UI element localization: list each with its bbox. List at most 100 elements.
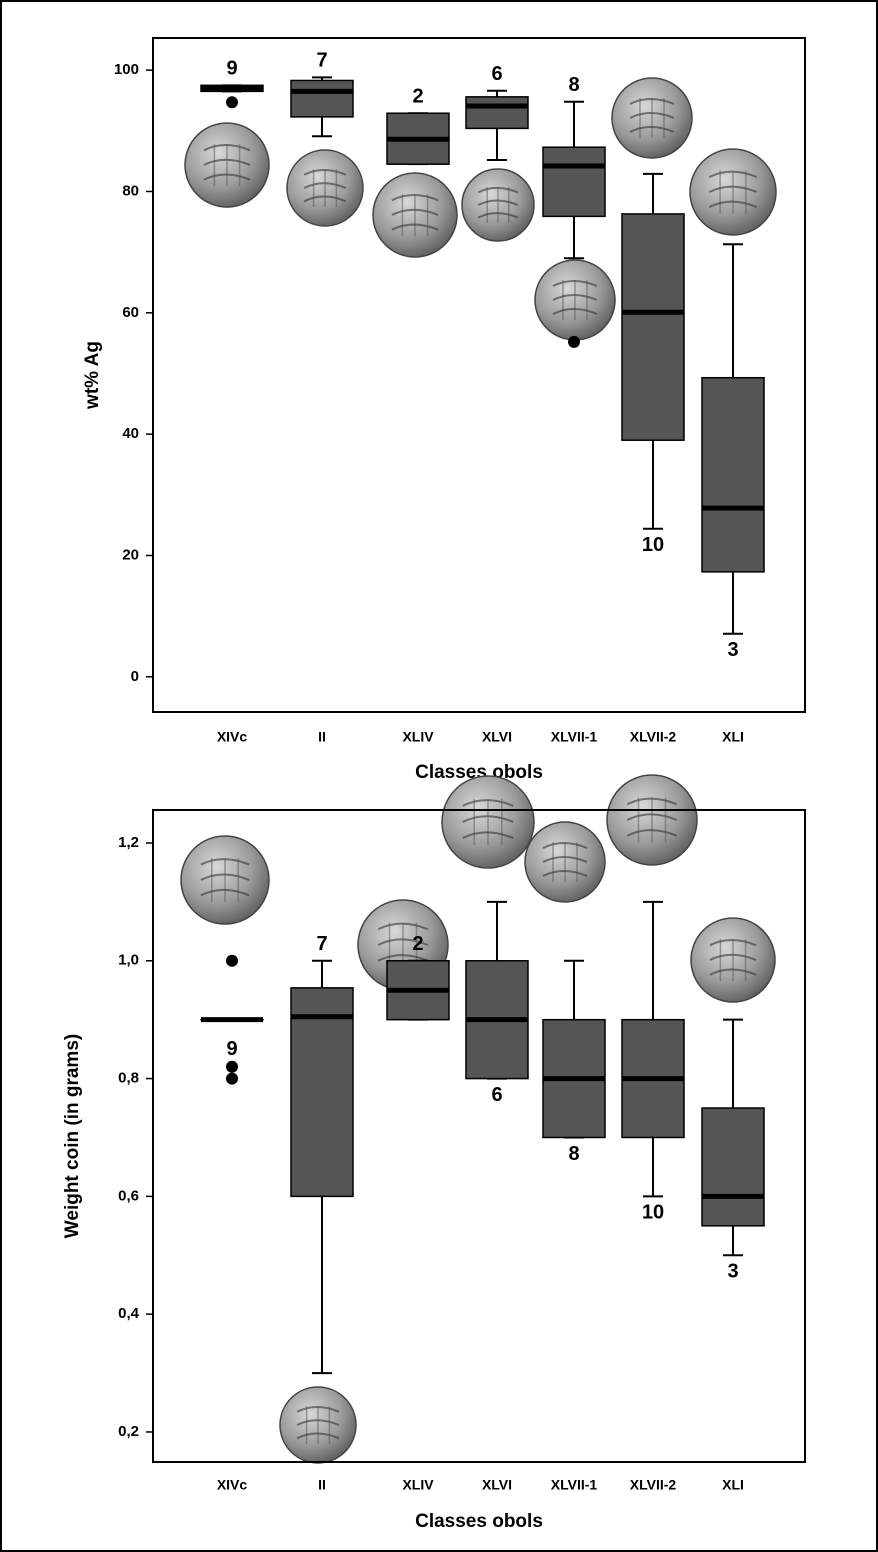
box xyxy=(290,79,354,118)
coin-image xyxy=(606,774,698,866)
y-tick-label: 80 xyxy=(122,182,139,199)
coin-relief xyxy=(200,888,250,897)
coin-image xyxy=(441,775,535,869)
x-tick-label: XLVII-1 xyxy=(551,729,598,745)
coin-relief xyxy=(303,195,347,203)
box xyxy=(701,376,765,573)
coin-relief xyxy=(709,939,757,947)
box xyxy=(621,213,685,441)
plot-frame xyxy=(152,809,806,1463)
coin-relief xyxy=(296,1419,340,1426)
coin-relief xyxy=(708,185,758,193)
coin-relief xyxy=(708,200,758,208)
coin-relief xyxy=(629,98,675,105)
plot-frame xyxy=(152,37,806,713)
coin-relief xyxy=(462,831,514,840)
box xyxy=(290,987,354,1198)
box xyxy=(701,1107,765,1227)
y-tick-label: 1,2 xyxy=(118,834,139,851)
x-tick-label: XLVII-1 xyxy=(551,1477,598,1493)
y-tick-label: 40 xyxy=(122,425,139,442)
coin-image xyxy=(611,77,693,159)
x-axis-label: Classes obols xyxy=(415,1511,543,1532)
coin-image xyxy=(279,1386,357,1464)
coin-image xyxy=(372,172,458,258)
y-tick-label: 0,8 xyxy=(118,1070,139,1087)
coin-relief xyxy=(200,858,250,866)
coin-relief xyxy=(377,954,429,962)
x-tick-label: XLIV xyxy=(402,1477,434,1493)
y-tick-label: 0,2 xyxy=(118,1423,139,1440)
x-tick-label: II xyxy=(318,1477,326,1493)
count-label: 6 xyxy=(491,1084,502,1106)
coin-relief xyxy=(626,813,678,821)
coin-relief xyxy=(477,186,519,194)
coin-image xyxy=(184,122,270,208)
coin-relief xyxy=(629,126,675,133)
coin-relief xyxy=(477,212,519,219)
count-label: 2 xyxy=(412,86,423,108)
x-tick-label: II xyxy=(318,729,326,745)
coin-relief xyxy=(303,168,347,176)
coin-relief xyxy=(552,294,598,301)
coin-relief xyxy=(303,182,347,189)
y-tick-label: 0,4 xyxy=(118,1305,140,1322)
count-label: 9 xyxy=(226,1038,237,1060)
y-tick-label: 20 xyxy=(122,546,139,563)
count-label: 8 xyxy=(568,1143,579,1165)
coin-relief xyxy=(626,797,678,806)
coin-relief xyxy=(552,280,598,287)
coin-relief xyxy=(391,223,439,231)
count-label: 3 xyxy=(727,639,738,661)
coin-relief xyxy=(552,308,598,315)
x-tick-label: XLVI xyxy=(482,729,512,745)
x-tick-label: XLVI xyxy=(482,1477,512,1493)
y-axis-label: wt% Ag xyxy=(82,341,103,410)
x-tick-label: XLIV xyxy=(402,729,434,745)
y-tick-label: 0,6 xyxy=(118,1187,139,1204)
count-label: 7 xyxy=(316,50,327,72)
coin-relief xyxy=(709,953,757,961)
coin-image xyxy=(180,835,270,925)
coin-relief xyxy=(296,1405,340,1413)
coin-image xyxy=(524,821,606,903)
coin-image xyxy=(286,149,364,227)
coin-relief xyxy=(296,1432,340,1440)
coin-image xyxy=(461,168,535,242)
coin-relief xyxy=(203,173,251,181)
coin-relief xyxy=(542,842,588,849)
x-tick-label: XLI xyxy=(722,1477,744,1493)
count-label: 6 xyxy=(491,63,502,85)
y-tick-label: 60 xyxy=(122,304,139,321)
x-tick-label: XLVII-2 xyxy=(630,1477,677,1493)
coin-relief xyxy=(377,922,429,931)
x-axis-label: Classes obols xyxy=(415,762,543,783)
y-tick-label: 0 xyxy=(131,668,139,685)
outlier xyxy=(226,1060,238,1073)
coin-relief xyxy=(709,968,757,976)
count-label: 9 xyxy=(226,58,237,80)
coin-relief xyxy=(391,208,439,216)
coin-image xyxy=(689,148,777,236)
coin-relief xyxy=(542,856,588,863)
count-label: 10 xyxy=(642,1202,664,1224)
count-label: 10 xyxy=(642,534,664,556)
x-tick-label: XIVc xyxy=(217,1477,248,1493)
coin-relief xyxy=(391,194,439,202)
x-tick-label: XLI xyxy=(722,729,744,745)
coin-relief xyxy=(477,199,519,206)
coin-relief xyxy=(200,873,250,881)
coin-relief xyxy=(462,815,514,823)
count-label: 2 xyxy=(412,933,423,955)
count-label: 3 xyxy=(727,1261,738,1283)
coin-relief xyxy=(626,829,678,837)
box xyxy=(465,96,529,130)
y-tick-label: 100 xyxy=(114,61,139,78)
outlier xyxy=(226,1072,238,1085)
count-label: 7 xyxy=(316,933,327,955)
x-tick-label: XLVII-2 xyxy=(630,729,677,745)
coin-relief xyxy=(708,170,758,178)
